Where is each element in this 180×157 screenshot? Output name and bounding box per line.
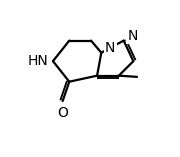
Text: O: O [57,106,68,120]
Text: N: N [127,29,138,43]
Text: HN: HN [27,54,48,68]
Text: N: N [105,41,115,55]
